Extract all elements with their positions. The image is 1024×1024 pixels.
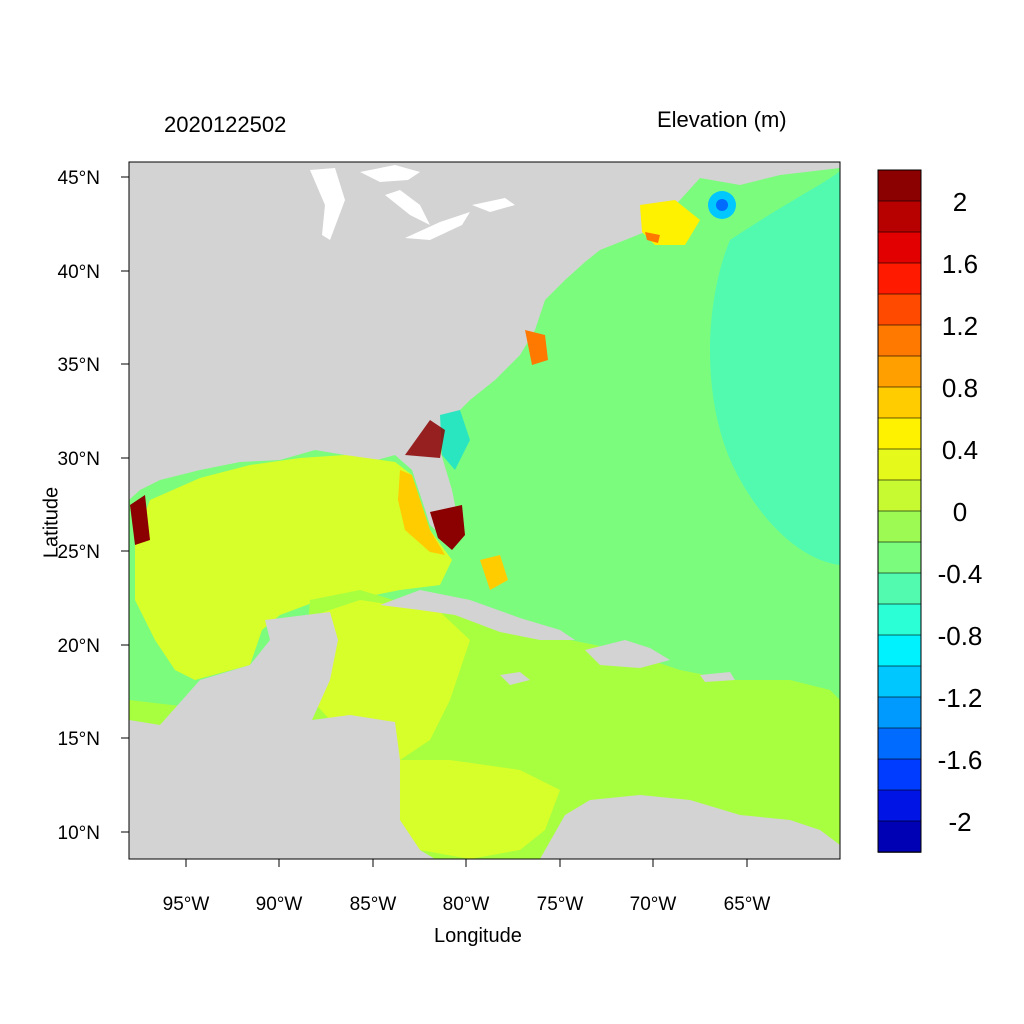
lon-tick-label: 65°W [724,894,771,915]
colorbar-label: 1.6 [942,249,978,279]
colorbar-swatch [877,572,922,605]
lon-tick-label: 90°W [256,894,303,915]
lake-superior [360,165,420,182]
colorbar-label: -1.6 [938,745,983,775]
lat-tick-label: 10°N [58,823,100,844]
colorbar-swatch [877,665,922,698]
lon-tick-label: 85°W [350,894,397,915]
colorbar-label: 0 [953,497,967,527]
colorbar-swatch [877,634,922,667]
lon-tick-label: 80°W [443,894,490,915]
south-florida-high-surge [430,505,465,550]
colorbar-frame [877,169,922,853]
colorbar-swatch [877,355,922,388]
cuba-land [380,590,575,640]
timestamp-title: 2020122502 [164,112,287,137]
lat-tick-label: 40°N [58,262,100,283]
lake-michigan [310,168,345,240]
florida-west-coast-surge [398,470,445,555]
jamaica-land [500,672,530,685]
lat-tick-label: 15°N [58,729,100,750]
colorbar-label: 0.8 [942,373,978,403]
map-frame [128,161,841,860]
colorbar-swatch [877,696,922,729]
colorbar-swatch [877,541,922,574]
colorbar: 2 1.6 1.2 0.8 0.4 0 -0.4 -0.8 -1.2 -1.6 … [877,169,983,853]
colorbar-swatch [877,510,922,543]
longitude-ticks: 95°W 90°W 85°W 80°W 75°W 70°W 65°W [163,859,771,915]
lat-tick-label: 30°N [58,449,100,470]
outer-banks-surge [525,330,548,365]
cape-cod-surge [645,232,660,243]
bahamas-bank-surge [480,555,508,590]
colorbar-swatch [877,727,922,760]
colorbar-swatch [877,386,922,419]
georgia-coast-low-water [440,410,470,470]
north-america-land [129,162,760,545]
colorbar-swatch [877,231,922,264]
latitude-ticks: 45°N 40°N 35°N 30°N 25°N 20°N 15°N 10°N [58,168,129,844]
colorbar-label: 1.2 [942,311,978,341]
new-england-surge [640,200,700,245]
lon-tick-label: 70°W [630,894,677,915]
texas-coast-surge [130,495,150,545]
colorbar-label: -1.2 [938,683,983,713]
colorbar-label: -0.8 [938,621,983,651]
colorbar-swatch [877,603,922,636]
gulf-of-mexico-field [135,455,452,680]
colorbar-swatch [877,262,922,295]
lat-tick-label: 25°N [58,542,100,563]
colorbar-swatch [877,448,922,481]
lon-tick-label: 95°W [163,894,210,915]
colorbar-swatch [877,169,922,202]
lat-tick-label: 45°N [58,168,100,189]
lake-huron [385,190,430,225]
variable-title: Elevation (m) [657,107,787,132]
colorbar-swatch [877,789,922,822]
lat-tick-label: 20°N [58,636,100,657]
colorbar-swatch [877,200,922,233]
colorbar-label: -0.4 [938,559,983,589]
puerto-rico-land [700,672,735,682]
southwest-caribbean-field [400,760,560,859]
south-america-land [540,795,840,859]
colorbar-swatch [877,758,922,791]
bay-of-fundy-core [716,199,728,211]
lake-erie [405,212,470,240]
central-america-land [129,612,435,859]
northeast-florida-coast-surge [405,420,445,458]
x-axis-label: Longitude [434,925,522,947]
lon-tick-label: 75°W [537,894,584,915]
colorbar-swatch [877,479,922,512]
negative-anomaly-region [710,170,840,565]
nova-scotia-land [700,162,840,185]
colorbar-swatch [877,324,922,357]
colorbar-label: 2 [953,187,967,217]
lat-tick-label: 35°N [58,355,100,376]
colorbar-swatch [877,417,922,450]
lake-ontario [472,198,515,212]
map-panel [129,162,840,859]
colorbar-swatch [877,293,922,326]
colorbar-label: 0.4 [942,435,978,465]
hispaniola-land [585,640,670,668]
colorbar-label: -2 [948,807,971,837]
colorbar-swatch [877,820,922,853]
